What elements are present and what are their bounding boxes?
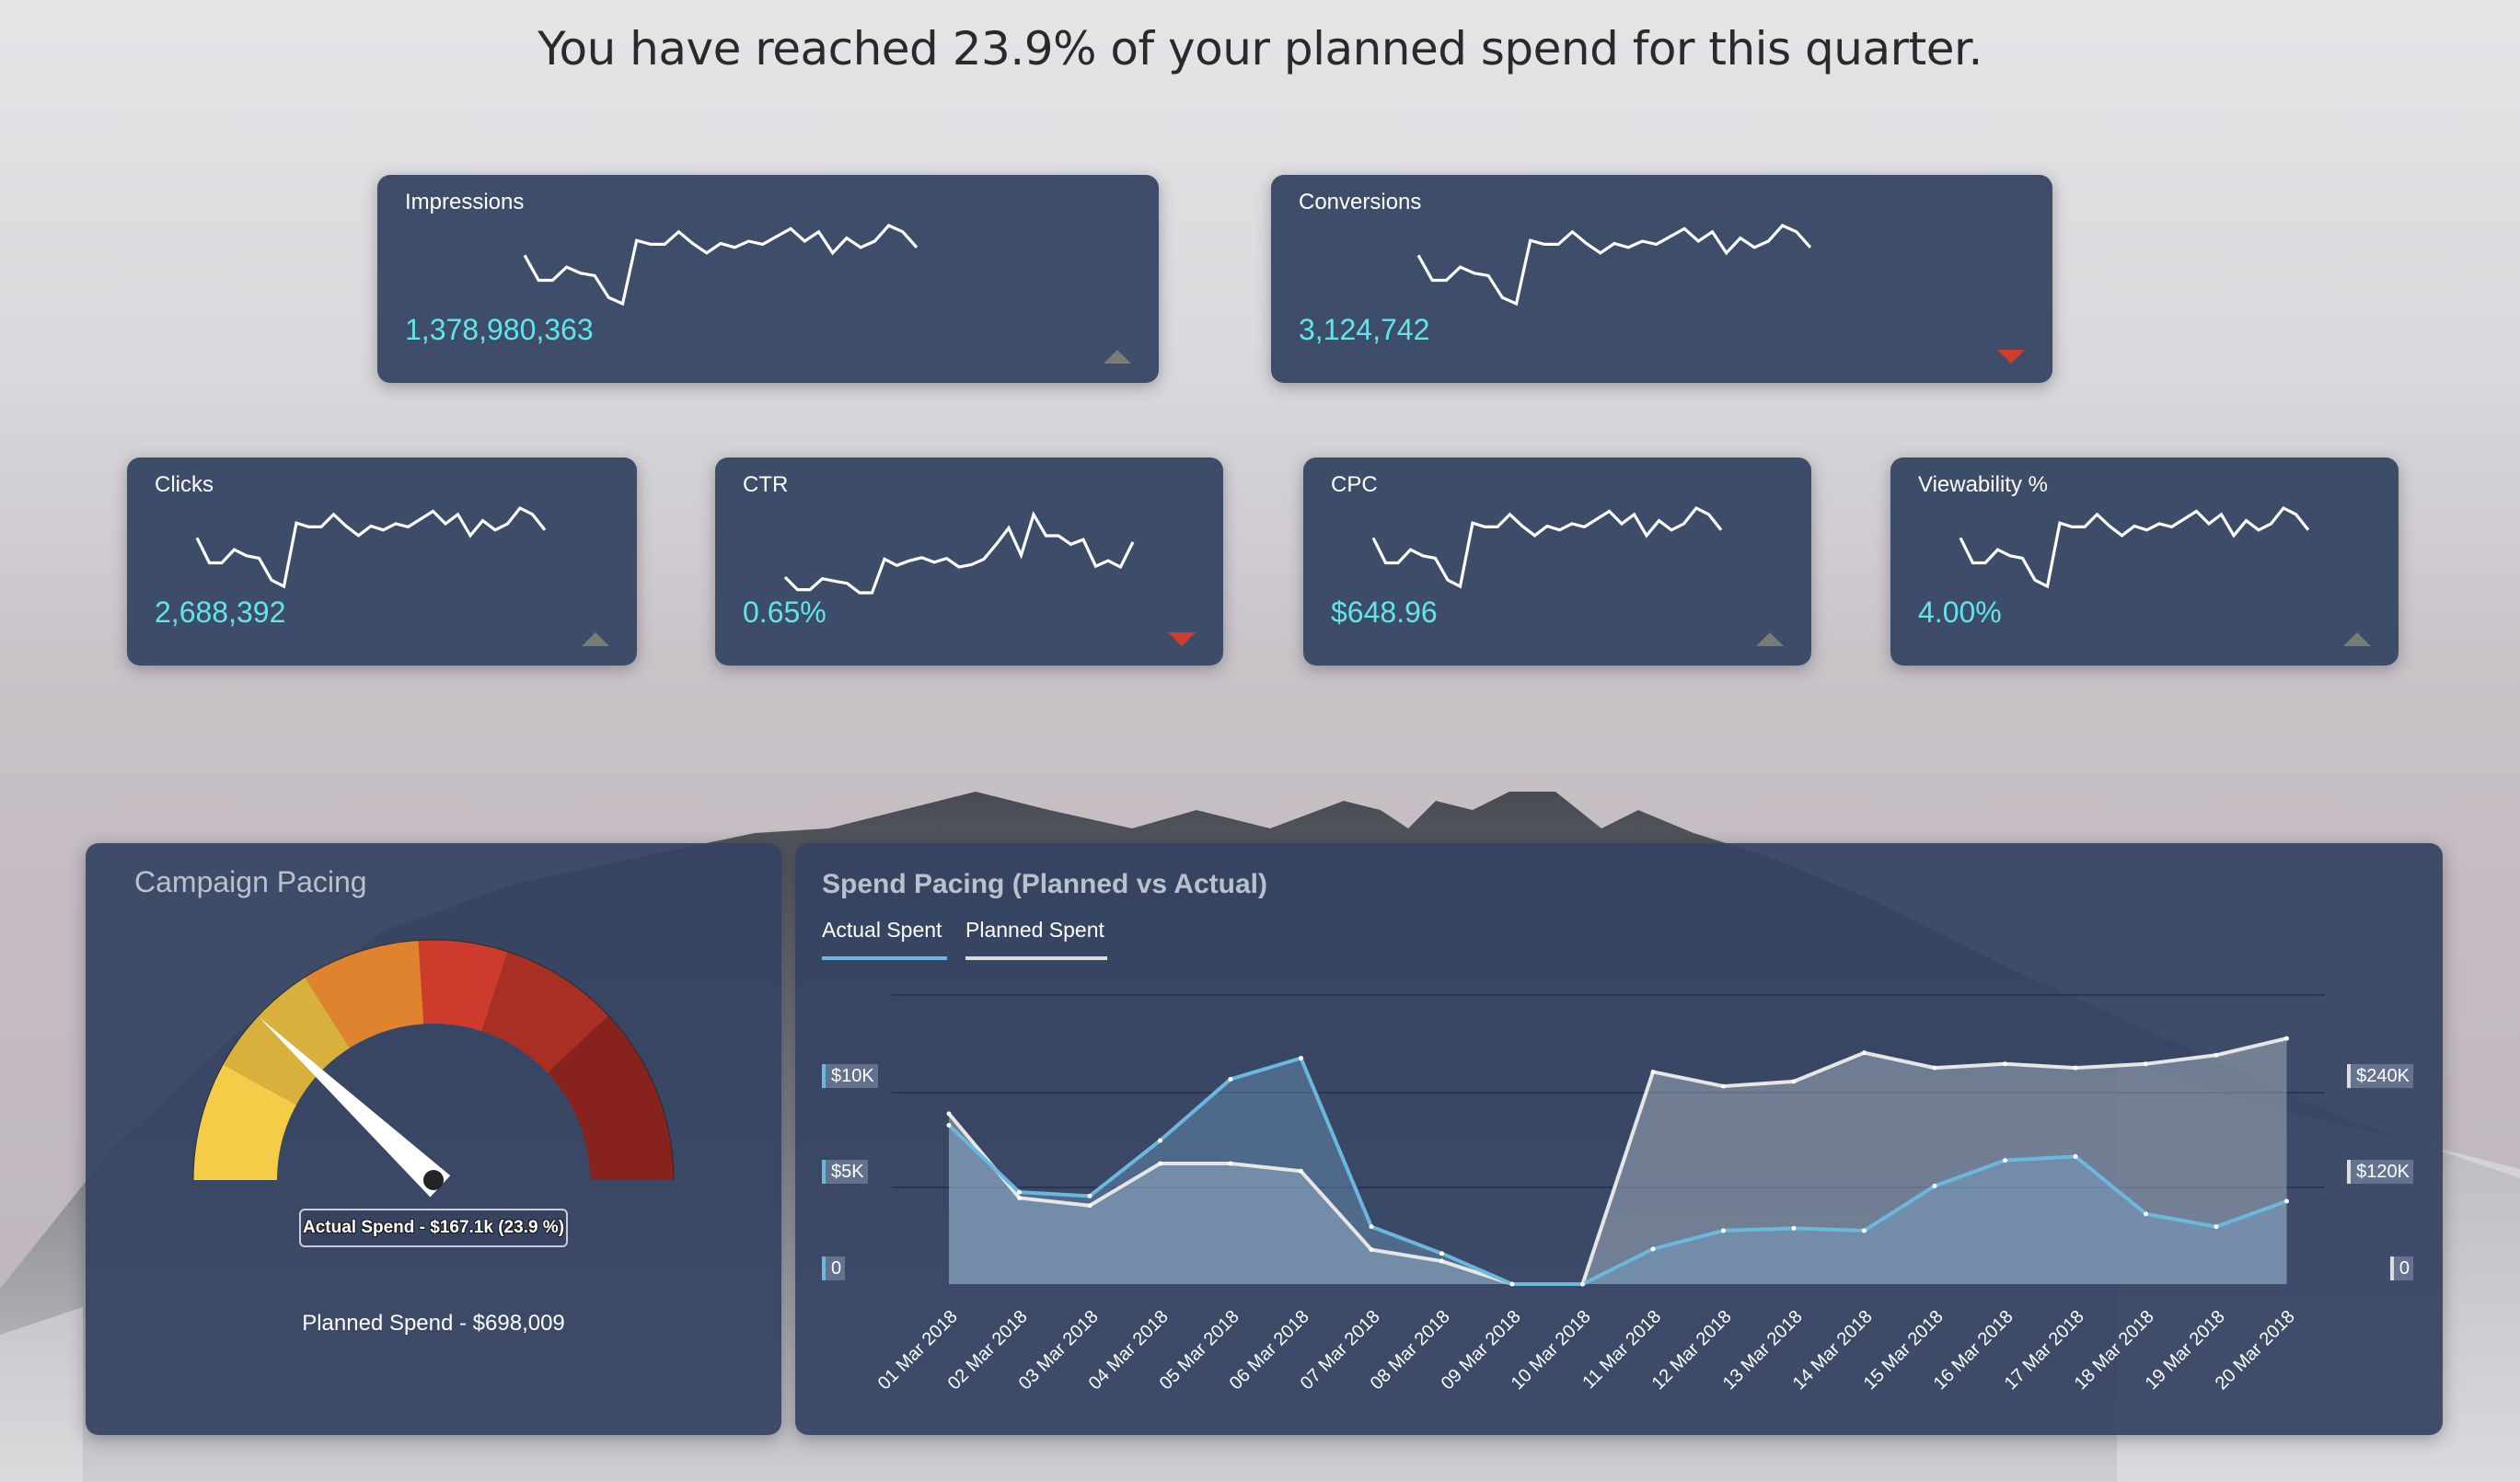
kpi-value: 3,124,742: [1299, 313, 1430, 346]
data-point[interactable]: [2144, 1211, 2148, 1217]
triangle-down-icon: [1997, 350, 2025, 364]
data-point[interactable]: [1299, 1168, 1303, 1174]
triangle-up-icon: [582, 632, 609, 646]
data-point[interactable]: [1932, 1065, 1937, 1071]
gauge-pivot: [423, 1170, 444, 1190]
page-headline: You have reached 23.9% of your planned s…: [538, 22, 1982, 75]
sparkline-chart: [195, 505, 547, 589]
data-point[interactable]: [946, 1122, 952, 1128]
data-point[interactable]: [1369, 1224, 1374, 1230]
data-point[interactable]: [1087, 1193, 1092, 1198]
data-point[interactable]: [1509, 1281, 1515, 1287]
actual-spend-tooltip: Actual Spend - $167.1k (23.9 %): [299, 1209, 568, 1247]
kpi-card-viewability[interactable]: Viewability % 4.00%: [1890, 457, 2399, 666]
data-point[interactable]: [1158, 1138, 1162, 1143]
right-axis-tick-240k: $240K: [2347, 1064, 2413, 1088]
data-point[interactable]: [1650, 1246, 1656, 1252]
area-planned-spent: [949, 1038, 2287, 1284]
gauge-band-3: [418, 940, 508, 1032]
data-point[interactable]: [1158, 1161, 1162, 1166]
sparkline-chart: [523, 224, 919, 307]
legend-actual-spent[interactable]: Actual Spent: [822, 918, 942, 942]
data-point[interactable]: [2284, 1198, 2289, 1204]
sparkline-chart: [1371, 505, 1723, 589]
kpi-label: Conversions: [1299, 190, 1422, 214]
kpi-value: 4.00%: [1918, 596, 2002, 629]
sparkline-chart: [1959, 505, 2310, 589]
kpi-card-conversions[interactable]: Conversions 3,124,742: [1271, 175, 2052, 383]
gauge-band-2: [305, 940, 424, 1048]
data-point[interactable]: [1439, 1258, 1444, 1264]
area-actual-spent: [949, 1058, 2287, 1284]
kpi-label: Clicks: [155, 472, 214, 497]
data-point[interactable]: [2003, 1061, 2007, 1067]
line-planned-spent[interactable]: [947, 1036, 2287, 1286]
sparkline-chart: [783, 511, 1135, 595]
kpi-card-ctr[interactable]: CTR 0.65%: [715, 457, 1223, 666]
data-point[interactable]: [1017, 1195, 1022, 1200]
data-point[interactable]: [2073, 1065, 2078, 1071]
data-point[interactable]: [1369, 1247, 1374, 1253]
kpi-value: 0.65%: [743, 596, 827, 629]
data-point[interactable]: [1228, 1161, 1233, 1166]
left-axis-tick-10k: $10K: [822, 1064, 878, 1088]
data-point[interactable]: [1791, 1225, 1797, 1231]
triangle-up-icon: [1756, 632, 1784, 646]
data-point[interactable]: [1228, 1076, 1233, 1082]
gauge-band-5: [547, 1015, 674, 1180]
kpi-value: $648.96: [1331, 596, 1438, 629]
gauge-needle: [259, 1017, 451, 1198]
data-point[interactable]: [1721, 1228, 1726, 1233]
gauge-band-0: [193, 1064, 297, 1180]
gauge-band-4: [481, 951, 609, 1073]
sparkline-chart: [1416, 224, 1812, 307]
left-axis-tick-5k: $5K: [822, 1160, 868, 1184]
data-point[interactable]: [1439, 1251, 1444, 1256]
data-point[interactable]: [2003, 1158, 2007, 1164]
kpi-card-clicks[interactable]: Clicks 2,688,392: [127, 457, 637, 666]
kpi-card-impressions[interactable]: Impressions 1,378,980,363: [377, 175, 1159, 383]
data-point[interactable]: [1299, 1056, 1303, 1061]
triangle-up-icon: [2343, 632, 2371, 646]
triangle-down-icon: [1168, 632, 1196, 646]
data-point[interactable]: [2284, 1036, 2289, 1041]
data-point[interactable]: [1580, 1281, 1585, 1287]
spend-pacing-chart[interactable]: [795, 843, 2443, 1435]
data-point[interactable]: [1650, 1069, 1656, 1074]
data-point[interactable]: [1862, 1050, 1867, 1056]
data-point[interactable]: [2214, 1224, 2219, 1230]
kpi-label: CTR: [743, 472, 789, 497]
campaign-pacing-panel: Campaign Pacing Actual Spend - $167.1k (…: [86, 843, 781, 1435]
data-point[interactable]: [1087, 1203, 1092, 1209]
data-point[interactable]: [946, 1111, 952, 1117]
data-point[interactable]: [2144, 1061, 2148, 1067]
kpi-label: Impressions: [405, 190, 525, 214]
line-actual-spent[interactable]: [947, 1056, 2288, 1286]
data-point[interactable]: [1932, 1183, 1937, 1188]
data-point[interactable]: [1721, 1083, 1726, 1089]
pacing-gauge[interactable]: [86, 843, 781, 1435]
kpi-label: CPC: [1331, 472, 1378, 497]
data-point[interactable]: [1862, 1228, 1867, 1233]
spend-pacing-title: Spend Pacing (Planned vs Actual): [822, 869, 1267, 899]
triangle-up-icon: [1104, 350, 1131, 364]
legend-actual-bar: [822, 956, 947, 960]
right-axis-tick-120k: $120K: [2347, 1160, 2413, 1184]
right-axis-tick-0: 0: [2389, 1256, 2413, 1280]
spend-pacing-panel: Spend Pacing (Planned vs Actual) Actual …: [795, 843, 2443, 1435]
kpi-card-cpc[interactable]: CPC $648.96: [1303, 457, 1811, 666]
kpi-value: 1,378,980,363: [405, 313, 594, 346]
data-point[interactable]: [1791, 1079, 1797, 1084]
data-point[interactable]: [2214, 1052, 2219, 1058]
kpi-value: 2,688,392: [155, 596, 286, 629]
data-point[interactable]: [2073, 1153, 2078, 1159]
legend-planned-bar: [965, 956, 1107, 960]
legend-planned-spent[interactable]: Planned Spent: [965, 918, 1104, 942]
campaign-pacing-title: Campaign Pacing: [134, 865, 367, 898]
left-axis-tick-0: 0: [822, 1256, 846, 1280]
planned-spend-label: Planned Spend - $698,009: [302, 1311, 565, 1336]
data-point[interactable]: [1017, 1189, 1022, 1195]
kpi-label: Viewability %: [1918, 472, 2048, 497]
